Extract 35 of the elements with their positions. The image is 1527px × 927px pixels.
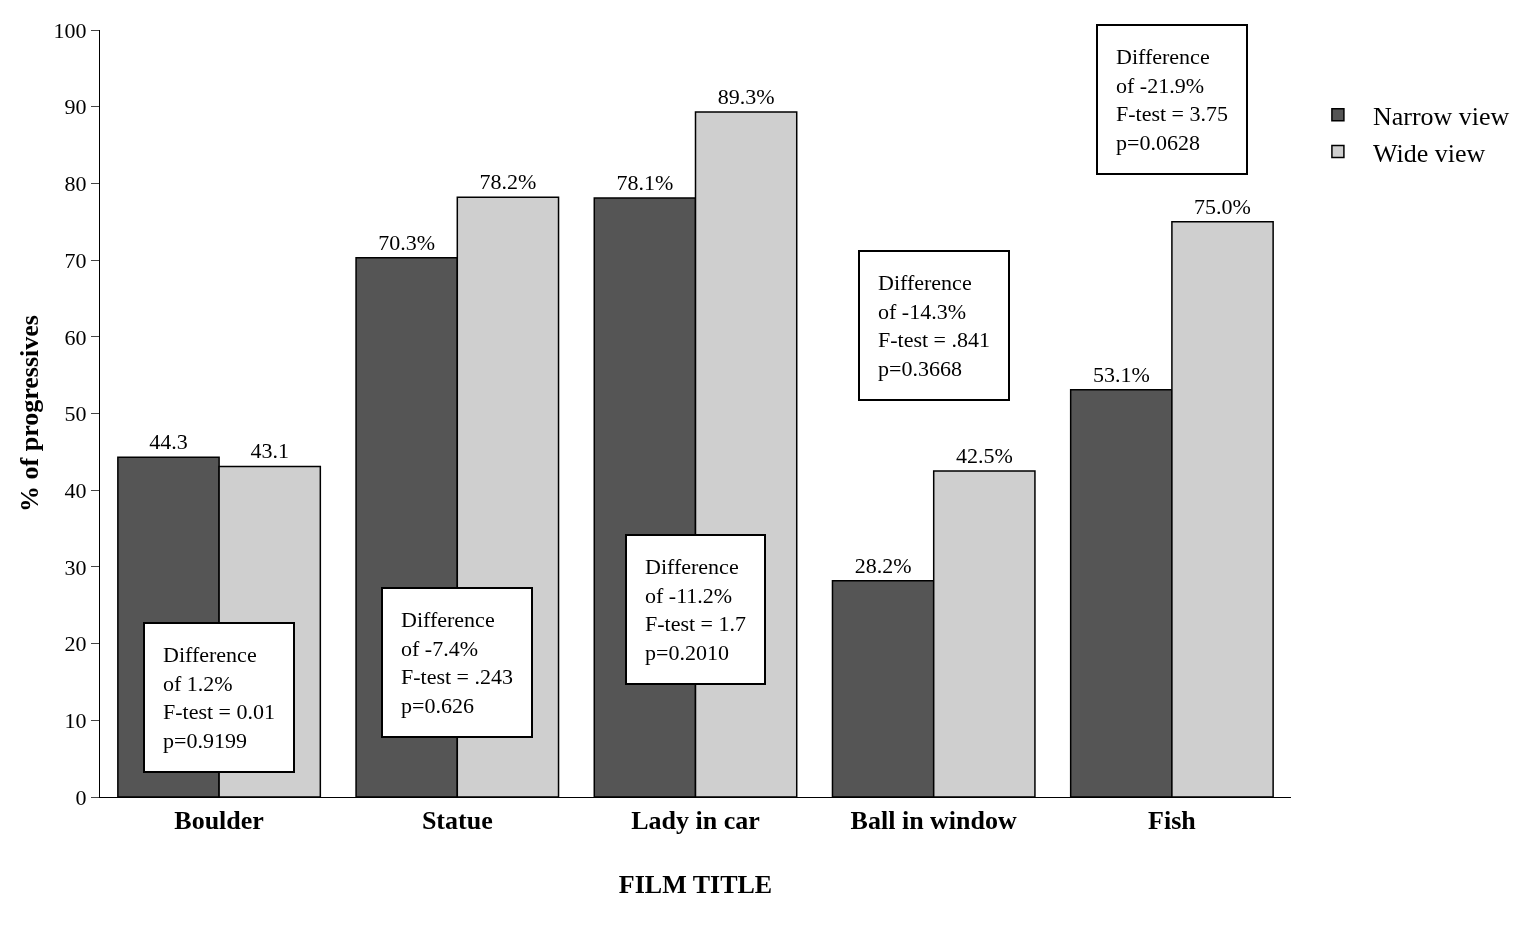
data-label: 43.1: [250, 438, 289, 464]
x-tick-label: Ball in window: [850, 806, 1018, 836]
data-label: 28.2%: [854, 552, 912, 578]
annotation: Difference of -21.9% F-test = 3.75 p=0.0628: [1116, 44, 1229, 155]
data-label: 75.0%: [1194, 193, 1251, 219]
y-tick-label: 10: [64, 708, 87, 733]
x-tick-label: Boulder: [174, 806, 264, 836]
data-label: 78.1%: [616, 169, 674, 195]
data-label: 70.3%: [378, 229, 436, 255]
data-label: 44.3: [149, 429, 188, 455]
legend-label: Narrow view: [1372, 101, 1510, 131]
data-label: 89.3%: [717, 84, 775, 110]
y-tick-label: 60: [64, 324, 87, 350]
data-label: 78.2%: [479, 169, 537, 195]
y-tick-label: 100: [53, 17, 87, 43]
y-tick-label: 50: [64, 401, 87, 427]
y-axis-title: % of progressives: [15, 315, 44, 512]
data-label: 53.1%: [1092, 361, 1150, 387]
annotation: Difference of -14.3% F-test = .841 p=0.3668: [878, 270, 991, 381]
y-tick-label: 40: [64, 477, 87, 503]
x-tick-label: Lady in car: [631, 806, 760, 836]
y-tick-label: 90: [64, 94, 87, 120]
y-tick-label: 0: [75, 784, 87, 810]
x-axis-title: FILM TITLE: [618, 869, 773, 899]
legend-label: Wide view: [1372, 138, 1486, 168]
y-tick-label: 20: [64, 631, 87, 657]
x-tick-label: Statue: [421, 806, 493, 836]
annotation: Difference of -7.4% F-test = .243 p=0.626: [401, 607, 514, 718]
annotation: Difference of 1.2% F-test = 0.01 p=0.9199: [163, 642, 276, 753]
data-label: 42.5%: [955, 443, 1013, 469]
y-tick-label: 30: [64, 554, 87, 580]
y-tick-label: 80: [64, 171, 87, 197]
annotation: Difference of -11.2% F-test = 1.7 p=0.2010: [645, 554, 747, 665]
x-tick-label: Fish: [1148, 806, 1197, 836]
y-tick-label: 70: [64, 247, 87, 273]
